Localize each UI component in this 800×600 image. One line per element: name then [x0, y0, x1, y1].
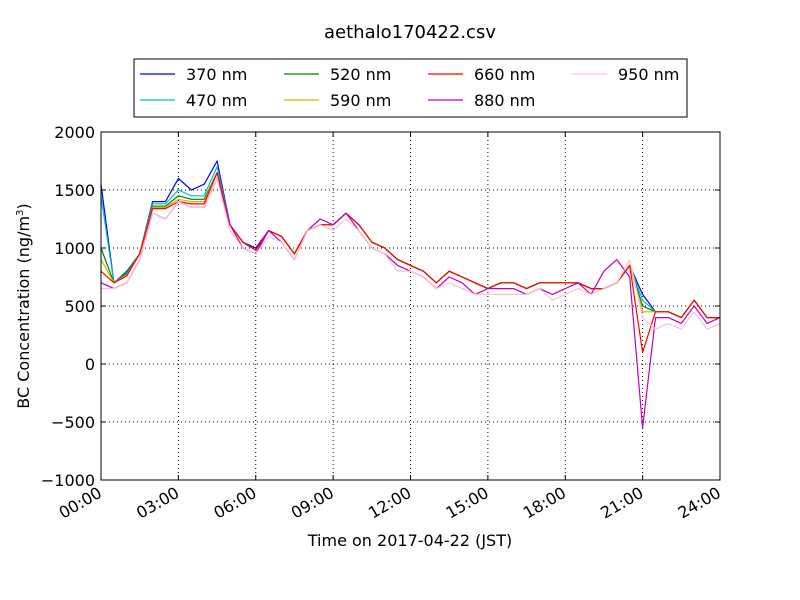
legend-label: 880 nm: [474, 91, 535, 110]
y-tick-label: −1000: [41, 471, 95, 490]
series-line-950-nm: [101, 177, 721, 330]
x-tick-label: 15:00: [442, 483, 491, 523]
legend-frame: [133, 58, 688, 118]
x-tick-label: 12:00: [365, 483, 414, 523]
y-tick-label: 2000: [54, 123, 95, 142]
y-tick-label: −500: [51, 413, 95, 432]
plot-area: 00:00 03:00 06:00 09:00 12:00 15:00 18:00 21:00…: [41, 123, 724, 523]
y-axis-label-sup: 3: [15, 210, 26, 216]
legend-label: 590 nm: [330, 91, 391, 110]
y-axis-label: BC Concentration (ng/m3): [14, 203, 33, 408]
x-tick-label: 09:00: [288, 483, 337, 523]
x-tick-label: 21:00: [597, 483, 646, 523]
x-tick-label: 03:00: [133, 483, 182, 523]
legend-label: 520 nm: [330, 65, 391, 84]
legend-label: 660 nm: [474, 65, 535, 84]
y-tick-label: 1000: [54, 239, 95, 258]
legend: 370 nm 470 nm 520 nm 590 nm 660 nm 880 nm 950 …: [133, 58, 688, 118]
y-tick-label: 500: [64, 297, 95, 316]
x-axis-label: Time on 2017-04-22 (JST): [307, 531, 512, 550]
chart-title: aethalo170422.csv: [324, 22, 496, 43]
series-line-590-nm: [100, 172, 720, 319]
y-axis-label-main: BC Concentration (ng/m: [14, 216, 33, 409]
legend-label: 370 nm: [186, 65, 247, 84]
x-tick-label: 06:00: [210, 483, 259, 523]
x-tick-label: 24:00: [675, 483, 724, 523]
y-tick-label: 1500: [54, 181, 95, 200]
series-line-880-nm: [100, 177, 721, 429]
y-tick-label: 0: [85, 355, 95, 374]
legend-label: 950 nm: [618, 65, 679, 84]
y-axis-label-close: ): [14, 203, 33, 209]
x-tick-label: 18:00: [520, 483, 569, 523]
legend-label: 470 nm: [186, 91, 247, 110]
series-line-520-nm: [100, 172, 720, 319]
